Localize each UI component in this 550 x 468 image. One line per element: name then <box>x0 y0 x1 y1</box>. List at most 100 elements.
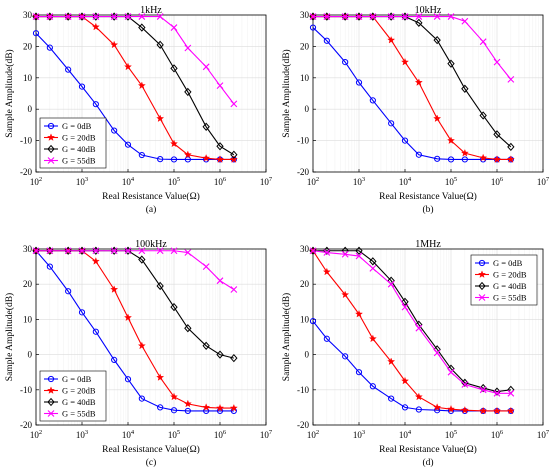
data-point <box>137 341 146 350</box>
legend-label: G = 40dB <box>62 144 96 154</box>
chart-caption: (b) <box>422 204 433 215</box>
data-point <box>309 246 317 255</box>
data-point <box>414 78 423 86</box>
plot-area <box>312 14 544 173</box>
x-tick-label: 106 <box>214 176 227 187</box>
data-point <box>111 356 118 363</box>
data-point <box>447 368 455 376</box>
data-point <box>110 40 119 49</box>
data-point <box>401 13 409 20</box>
series-line <box>313 16 512 80</box>
x-tick-label: 103 <box>353 176 365 187</box>
legend-marker <box>47 410 55 417</box>
y-tick-label: 20 <box>300 279 310 289</box>
legend-label: G = 20dB <box>62 133 96 143</box>
data-point <box>341 250 349 258</box>
chart-panel-1: 102 103 104 105 106 107 -20 -10 0 10 20 30 1kHz Real … <box>4 5 273 215</box>
y-tick-label: 30 <box>23 244 33 254</box>
data-point <box>156 247 164 255</box>
chart-caption: (a) <box>146 204 157 215</box>
series-line <box>313 16 512 148</box>
x-axis-label: Real Resistance Value(Ω) <box>379 444 477 455</box>
data-point <box>156 373 165 381</box>
data-point <box>170 24 178 31</box>
data-point <box>64 247 72 255</box>
legend-marker <box>47 133 55 141</box>
data-point <box>170 64 178 73</box>
data-point <box>460 406 469 414</box>
data-point <box>434 155 441 162</box>
data-point <box>461 378 469 387</box>
legend-label: G = 0dB <box>62 374 92 384</box>
data-point <box>137 81 146 90</box>
data-point <box>355 246 363 255</box>
data-point <box>184 407 191 415</box>
data-point <box>46 44 53 51</box>
legend-marker <box>47 144 55 154</box>
data-point <box>202 263 210 270</box>
x-tick-label: 103 <box>76 176 88 187</box>
data-point <box>92 328 99 335</box>
x-tick-label: 107 <box>537 176 550 187</box>
data-point <box>479 383 487 393</box>
data-point <box>64 12 72 21</box>
y-tick-label: 0 <box>28 104 33 114</box>
data-point <box>479 111 487 120</box>
data-point <box>124 313 132 322</box>
x-tick-label: 105 <box>445 429 457 440</box>
data-point <box>506 155 515 163</box>
data-point <box>183 150 192 159</box>
y-tick-label: 0 <box>305 104 310 114</box>
y-tick-label: 30 <box>300 10 310 20</box>
y-tick-label: -20 <box>20 167 32 177</box>
x-tick-label: 107 <box>260 176 273 187</box>
y-axis-label: Sample Amplitude(dB) <box>4 293 15 381</box>
data-point <box>78 309 86 316</box>
data-point <box>461 381 469 388</box>
x-tick-label: 102 <box>307 429 319 440</box>
data-point <box>111 127 118 134</box>
data-point <box>202 63 210 71</box>
y-axis-label: Sample Amplitude(dB) <box>4 49 15 137</box>
x-tick-label: 105 <box>168 176 180 187</box>
legend-label: G = 0dB <box>493 258 523 268</box>
x-tick-label: 104 <box>399 176 412 187</box>
x-tick-label: 106 <box>214 429 227 440</box>
data-point <box>184 324 192 333</box>
data-point <box>506 406 515 415</box>
x-axis-label: Real Resistance Value(Ω) <box>379 191 477 202</box>
data-point <box>355 369 363 376</box>
data-point <box>138 395 145 402</box>
data-point <box>322 267 331 276</box>
legend-label: G = 55dB <box>493 293 527 303</box>
chart-panel-2: 102 103 104 105 106 107 -20 -10 0 10 20 30 10kHz Real… <box>281 5 550 215</box>
data-point <box>124 13 132 20</box>
data-point <box>479 153 488 162</box>
x-tick-label: 107 <box>537 429 550 440</box>
x-tick-label: 105 <box>445 176 457 187</box>
data-point <box>156 114 165 122</box>
legend-label: G = 20dB <box>62 386 96 396</box>
data-point <box>479 406 488 415</box>
data-point <box>342 59 349 66</box>
y-tick-label: 10 <box>300 314 310 324</box>
data-point <box>493 58 501 66</box>
data-point <box>415 151 422 158</box>
data-point <box>124 12 132 21</box>
data-point <box>170 302 178 312</box>
data-point <box>309 247 317 255</box>
data-point <box>124 62 132 71</box>
data-point <box>388 395 395 402</box>
data-point <box>202 341 210 350</box>
series-g-0db <box>32 247 237 415</box>
y-tick-label: 20 <box>23 41 33 51</box>
y-tick-label: 30 <box>300 244 310 254</box>
plot-area <box>312 248 544 426</box>
data-point <box>170 156 178 163</box>
data-point <box>479 38 487 46</box>
data-point <box>46 263 53 270</box>
data-point <box>216 403 224 412</box>
data-point <box>170 139 178 148</box>
data-point <box>401 137 409 144</box>
